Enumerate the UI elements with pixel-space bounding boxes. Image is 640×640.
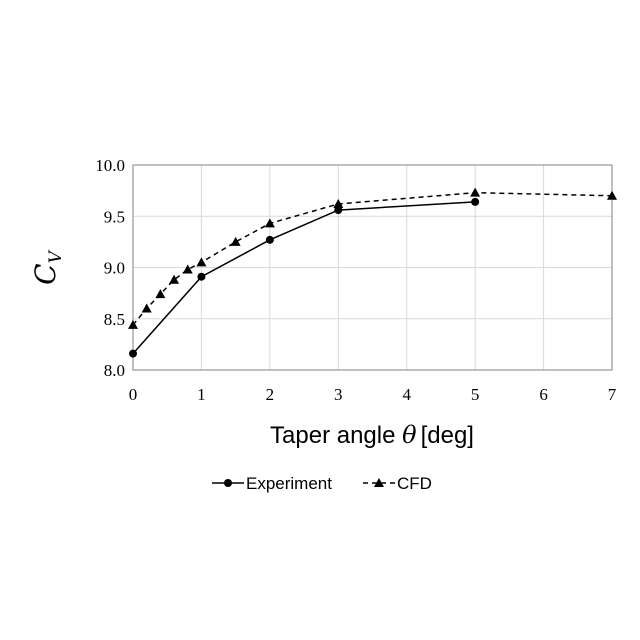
data-point-experiment <box>266 236 274 244</box>
x-tick-label: 2 <box>266 385 275 404</box>
x-tick-label: 1 <box>197 385 206 404</box>
x-tick-label: 4 <box>402 385 411 404</box>
y-tick-labels: 8.0 8.5 9.0 9.5 10.0 <box>95 156 125 380</box>
data-point-experiment <box>129 350 137 358</box>
data-point-cfd <box>142 304 152 313</box>
data-point-cfd <box>231 237 241 246</box>
data-point-experiment <box>197 273 205 281</box>
x-axis-title-main: Taper angle <box>270 422 402 449</box>
series-line-experiment <box>133 202 475 354</box>
y-axis-title-main: C <box>29 263 62 284</box>
x-axis-title-unit: [deg] <box>421 422 474 449</box>
x-tick-label: 7 <box>608 385 617 404</box>
legend-experiment-label: Experiment <box>246 474 332 493</box>
y-tick-label: 10.0 <box>95 156 125 175</box>
legend-item-experiment: Experiment <box>212 474 332 493</box>
x-tick-label: 3 <box>334 385 343 404</box>
x-tick-label: 0 <box>129 385 138 404</box>
y-axis-title-sub: V <box>46 249 66 263</box>
y-tick-label: 8.0 <box>104 361 125 380</box>
data-point-cfd <box>128 320 138 329</box>
legend-cfd-label: CFD <box>397 474 432 493</box>
data-point-cfd <box>470 188 480 197</box>
y-axis-title: CV <box>29 249 66 284</box>
x-tick-label: 6 <box>539 385 548 404</box>
y-tick-label: 8.5 <box>104 310 125 329</box>
series-experiment <box>129 198 479 358</box>
legend: Experiment CFD <box>212 474 432 493</box>
grid <box>133 165 612 370</box>
data-point-cfd <box>169 275 179 284</box>
y-tick-label: 9.0 <box>104 259 125 278</box>
legend-item-cfd: CFD <box>363 474 432 493</box>
x-tick-labels: 0 1 2 3 4 5 6 7 <box>129 385 617 404</box>
y-tick-label: 9.5 <box>104 207 125 226</box>
x-axis-title: Taper angle θ[deg] <box>270 421 474 449</box>
x-tick-label: 5 <box>471 385 480 404</box>
data-point-experiment <box>471 198 479 206</box>
data-point-cfd <box>196 257 206 266</box>
data-point-cfd <box>183 265 193 274</box>
x-axis-title-symbol: θ <box>402 421 417 449</box>
series-line-cfd <box>133 193 612 325</box>
legend-experiment-marker <box>224 479 232 487</box>
